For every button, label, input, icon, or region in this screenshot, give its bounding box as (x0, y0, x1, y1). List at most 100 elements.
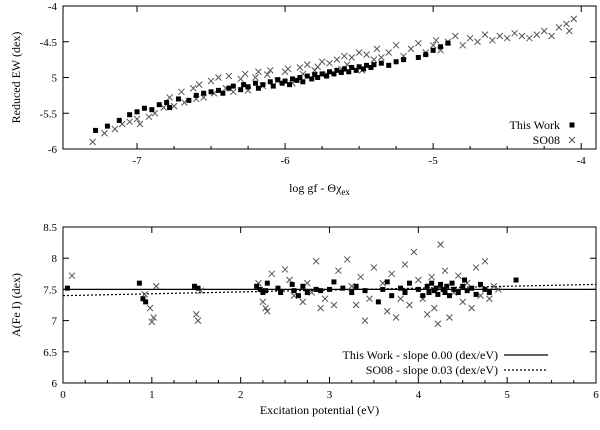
this-work-point (289, 281, 295, 287)
so08-point (352, 301, 360, 309)
this-work-point (175, 96, 181, 102)
this-work-point (346, 69, 352, 75)
this-work-point (201, 90, 207, 96)
this-work-point (287, 82, 293, 88)
this-work-point (513, 277, 519, 283)
legend-label: This Work (510, 118, 560, 132)
so08-point-stroke-b (428, 273, 436, 281)
this-work-point (295, 293, 301, 299)
this-work-point (220, 90, 226, 96)
so08-point-stroke-b (481, 31, 489, 38)
this-work-point (386, 62, 392, 68)
so08-point (207, 77, 215, 85)
legend-label: This Work - slope 0.00 (dex/eV) (343, 348, 498, 362)
so08-point (215, 74, 222, 81)
so08-point (383, 307, 391, 315)
this-work-point (136, 280, 142, 286)
so08-point-stroke-b (318, 58, 326, 66)
x-axis-label-subscript: ex (341, 187, 350, 197)
so08-point-stroke-b (229, 88, 237, 96)
this-work-point (442, 290, 448, 296)
so08-point (326, 59, 333, 67)
this-work-point (424, 283, 430, 289)
so08-point (472, 264, 480, 271)
this-work-point (353, 283, 359, 289)
so08-point (429, 41, 437, 49)
this-work-point (473, 291, 479, 297)
so08-point-stroke-b (503, 34, 511, 42)
this-work-point (371, 62, 377, 68)
so08-point (195, 81, 203, 89)
this-work-point (167, 105, 173, 111)
so08-point-stroke-b (178, 88, 185, 96)
this-work-point (378, 60, 384, 66)
so08-point-stroke-b (414, 276, 422, 284)
so08-point (263, 307, 271, 315)
so08-point (318, 58, 326, 66)
so08-point (437, 241, 444, 248)
so08-point (303, 61, 311, 68)
this-work-point (64, 285, 70, 291)
so08-point (481, 257, 489, 265)
so08-point (428, 273, 436, 281)
so08-point-stroke-b (192, 311, 200, 318)
so08-point-stroke-b (133, 115, 141, 123)
so08-point-stroke-b (195, 81, 203, 89)
so08-point (299, 298, 307, 306)
so08-point (150, 314, 157, 321)
this-work-point (195, 285, 201, 291)
so08-point (68, 272, 76, 280)
this-work-point (364, 62, 370, 68)
so08-point-stroke-b (563, 20, 570, 28)
so08-point (366, 295, 373, 303)
fit-line-1 (63, 283, 596, 297)
so08-point (511, 29, 518, 37)
y-tick-label: -5.5 (40, 108, 58, 120)
so08-point-stroke-b (451, 32, 459, 40)
y-axis-label: Reduced EW (dex) (9, 32, 23, 124)
so08-point-stroke-b (263, 307, 271, 315)
this-work-point (191, 283, 197, 289)
so08-point (192, 311, 200, 318)
so08-point (494, 286, 502, 293)
so08-point (262, 304, 269, 312)
so08-point (343, 256, 351, 263)
so08-point-stroke-b (225, 72, 233, 80)
so08-point-stroke-b (340, 52, 348, 60)
so08-point-stroke-b (526, 34, 533, 42)
so08-point (548, 32, 555, 40)
this-work-point (104, 123, 110, 129)
this-work-point (406, 280, 412, 286)
so08-point (166, 94, 173, 101)
so08-point-stroke-b (555, 24, 563, 31)
so08-point (451, 32, 459, 40)
this-work-point (438, 44, 444, 50)
this-work-point (433, 285, 439, 291)
this-work-point (426, 290, 432, 296)
so08-point-stroke-b (540, 27, 548, 35)
x-tick-label: 0 (60, 389, 66, 401)
so08-point (540, 27, 548, 35)
this-work-point (315, 75, 321, 80)
x-tick-label: 5 (504, 389, 510, 401)
so08-point-stroke-b (363, 51, 370, 58)
so08-point-stroke-b (151, 109, 159, 117)
so08-point (489, 36, 496, 44)
this-work-point (304, 73, 310, 79)
so08-point (321, 295, 329, 303)
this-work-point (356, 64, 362, 70)
this-work-point (260, 290, 266, 296)
this-work-point (275, 285, 281, 291)
this-work-point (140, 296, 146, 302)
this-work-point (375, 299, 381, 305)
so08-point-stroke-b (474, 38, 481, 46)
this-work-point (226, 85, 232, 91)
this-work-point (429, 280, 435, 286)
so08-point (357, 273, 364, 281)
so08-point-stroke-b (385, 49, 393, 56)
so08-point (370, 264, 378, 271)
this-work-point (208, 89, 214, 95)
so08-point-stroke-b (148, 318, 156, 326)
so08-point-stroke-b (262, 304, 269, 312)
so08-point (518, 32, 526, 40)
